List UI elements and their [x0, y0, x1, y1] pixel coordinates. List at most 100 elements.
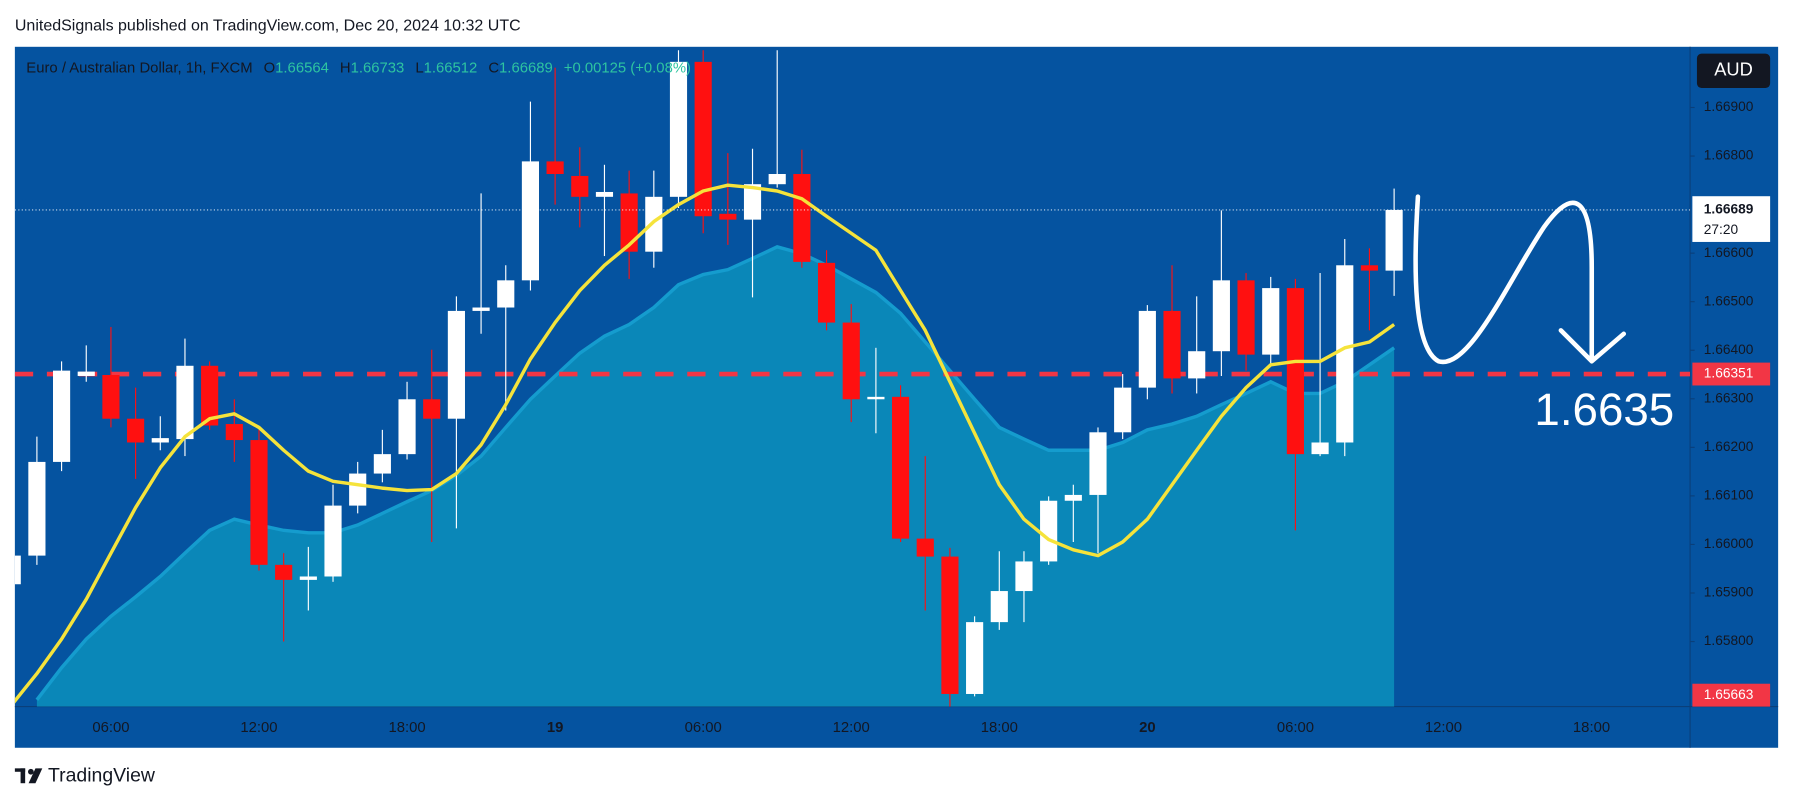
candle-body: [1212, 280, 1230, 352]
legend-high: 1.66733: [351, 60, 405, 76]
legend-c: C: [488, 60, 499, 76]
annotation: 1.6635: [1534, 384, 1674, 435]
countdown: 27:20: [1704, 222, 1739, 237]
candle-body: [1360, 265, 1379, 271]
candle-body: [398, 399, 416, 455]
y-tick-label: 1.66800: [1704, 148, 1754, 163]
candle-body: [1040, 500, 1058, 562]
candle-body: [1262, 288, 1280, 355]
x-tick-label: 06:00: [1277, 720, 1314, 736]
candle-body: [472, 307, 490, 311]
candle-body: [768, 174, 786, 185]
candle-body: [645, 196, 663, 252]
candle-body: [966, 622, 984, 694]
candle-body: [1336, 265, 1354, 443]
y-tick-label: 1.66100: [1704, 488, 1754, 503]
candle-body: [423, 399, 441, 419]
legend-open: 1.66564: [275, 60, 329, 76]
moving-average: [14, 183, 1396, 704]
logo-part: [14, 768, 26, 772]
candle-body: [1311, 442, 1329, 455]
legend-close: 1.66689: [499, 60, 553, 76]
y-tick-label: 1.66300: [1704, 390, 1754, 405]
x-tick-label: 20: [1139, 720, 1156, 736]
candle-body: [941, 556, 959, 694]
legend-change: +0.00125 (+0.08%): [564, 60, 691, 76]
candle-body: [349, 473, 367, 506]
x-tick-label: 12:00: [240, 720, 277, 736]
candle-body: [546, 161, 564, 175]
candle-body: [299, 576, 317, 580]
y-tick-label: 1.66900: [1704, 99, 1754, 114]
candle-body: [669, 61, 688, 197]
candle-body: [447, 310, 465, 419]
last-price-label: 1.66689: [1704, 202, 1754, 217]
x-tick-label: 06:00: [685, 720, 722, 736]
currency-button[interactable]: [1696, 53, 1771, 88]
candle-body: [842, 322, 860, 400]
candle-body: [867, 396, 885, 400]
candle-body: [1163, 310, 1181, 379]
y-tick-label: 1.66600: [1704, 245, 1754, 260]
candle-body: [521, 161, 540, 281]
level-label: 1.66351: [1704, 366, 1754, 381]
candle-body: [595, 191, 614, 197]
y-tick-label: 1.66000: [1704, 536, 1754, 551]
x-tick-label: 18:00: [1573, 720, 1610, 736]
candle-body: [151, 438, 169, 443]
candle-body: [1064, 494, 1082, 501]
legend-o: O: [264, 60, 276, 76]
plot-area: [14, 50, 1691, 707]
candle-body: [201, 365, 219, 426]
legend-low: 1.66512: [424, 60, 478, 76]
candle-body: [14, 555, 21, 585]
candle-body: [1114, 387, 1132, 433]
low-box: [1692, 683, 1771, 707]
x-tick-label: 19: [547, 720, 564, 736]
candle-body: [743, 184, 762, 220]
candle-body: [1015, 561, 1033, 592]
legend-h: H: [340, 60, 351, 76]
candle-body: [28, 461, 46, 556]
x-tick-label: 18:00: [388, 720, 425, 736]
candle-body: [77, 371, 95, 376]
axes: 1.66900 1.66800 1.66600 1.66500 1.66400 1.663…: [92, 99, 1771, 736]
tv-logo: [14, 768, 43, 784]
last-price-box: [1692, 196, 1771, 242]
candle-body: [1188, 351, 1206, 379]
candle-body: [1237, 280, 1255, 355]
x-tick-label: 12:00: [1425, 720, 1462, 736]
candle-body: [250, 440, 268, 565]
candle-body: [620, 193, 638, 252]
candle-body: [176, 365, 194, 440]
candle-body: [990, 591, 1008, 623]
symbol-title: Euro / Australian Dollar, 1h, FXCM: [26, 60, 252, 76]
candle-body: [916, 538, 934, 557]
logo-part: [28, 768, 43, 784]
candle-body: [373, 454, 391, 474]
candle-body: [817, 262, 836, 323]
candle-body: [1286, 288, 1304, 455]
candle-body: [1385, 209, 1403, 271]
candle-body: [127, 418, 145, 443]
candle-body: [1089, 432, 1107, 495]
candle-body: [571, 175, 589, 197]
y-tick-label: 1.65800: [1704, 633, 1754, 648]
logo-part: [28, 768, 34, 775]
candle-body: [225, 424, 243, 441]
x-tick-label: 18:00: [981, 720, 1018, 736]
header: UnitedSignals published on TradingView.c…: [15, 17, 521, 34]
candle-body: [497, 280, 515, 308]
candle-body: [719, 213, 737, 220]
y-tick-label: 1.66400: [1704, 342, 1754, 357]
candle-body: [324, 505, 342, 577]
legend: Euro / Australian Dollar, 1h, FXCM O1.66…: [26, 60, 691, 76]
x-tick-label: 12:00: [833, 720, 870, 736]
candle-body: [275, 564, 293, 580]
currency-label[interactable]: AUD: [1714, 59, 1753, 80]
y-tick-label: 1.66200: [1704, 439, 1754, 454]
area: [36, 246, 1395, 707]
y-tick-label: 1.66500: [1704, 293, 1754, 308]
